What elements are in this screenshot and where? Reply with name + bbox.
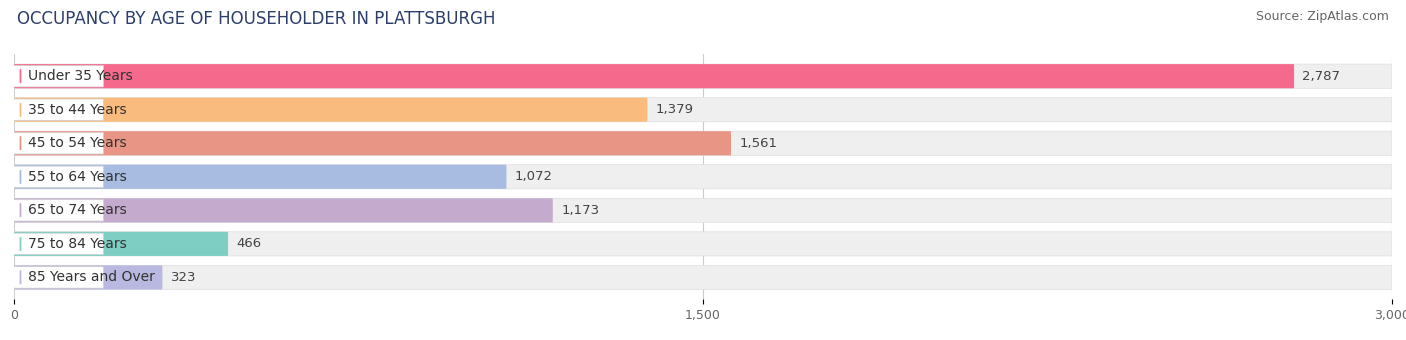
Text: Under 35 Years: Under 35 Years [28,69,132,83]
Text: 2,787: 2,787 [1302,70,1340,83]
Text: 55 to 64 Years: 55 to 64 Years [28,170,127,184]
FancyBboxPatch shape [14,131,731,155]
FancyBboxPatch shape [11,200,104,221]
FancyBboxPatch shape [14,98,1392,122]
Text: 1,379: 1,379 [655,103,693,116]
FancyBboxPatch shape [11,166,104,188]
FancyBboxPatch shape [11,66,104,87]
FancyBboxPatch shape [14,165,1392,189]
Text: 75 to 84 Years: 75 to 84 Years [28,237,127,251]
Text: 466: 466 [236,237,262,250]
FancyBboxPatch shape [14,98,647,122]
FancyBboxPatch shape [11,233,104,255]
FancyBboxPatch shape [14,232,228,256]
FancyBboxPatch shape [14,64,1392,88]
Text: 35 to 44 Years: 35 to 44 Years [28,103,127,117]
Text: Source: ZipAtlas.com: Source: ZipAtlas.com [1256,10,1389,23]
FancyBboxPatch shape [11,99,104,120]
Text: 323: 323 [170,271,197,284]
FancyBboxPatch shape [14,265,1392,289]
Text: 1,173: 1,173 [561,204,599,217]
FancyBboxPatch shape [14,131,1392,155]
Text: 85 Years and Over: 85 Years and Over [28,270,155,284]
Text: 1,561: 1,561 [740,137,778,150]
FancyBboxPatch shape [11,267,104,288]
FancyBboxPatch shape [14,265,163,289]
Text: OCCUPANCY BY AGE OF HOUSEHOLDER IN PLATTSBURGH: OCCUPANCY BY AGE OF HOUSEHOLDER IN PLATT… [17,10,495,28]
FancyBboxPatch shape [14,232,1392,256]
FancyBboxPatch shape [14,198,553,222]
FancyBboxPatch shape [14,165,506,189]
FancyBboxPatch shape [14,198,1392,222]
FancyBboxPatch shape [14,64,1294,88]
Text: 65 to 74 Years: 65 to 74 Years [28,203,127,217]
Text: 45 to 54 Years: 45 to 54 Years [28,136,127,150]
Text: 1,072: 1,072 [515,170,553,183]
FancyBboxPatch shape [11,133,104,154]
